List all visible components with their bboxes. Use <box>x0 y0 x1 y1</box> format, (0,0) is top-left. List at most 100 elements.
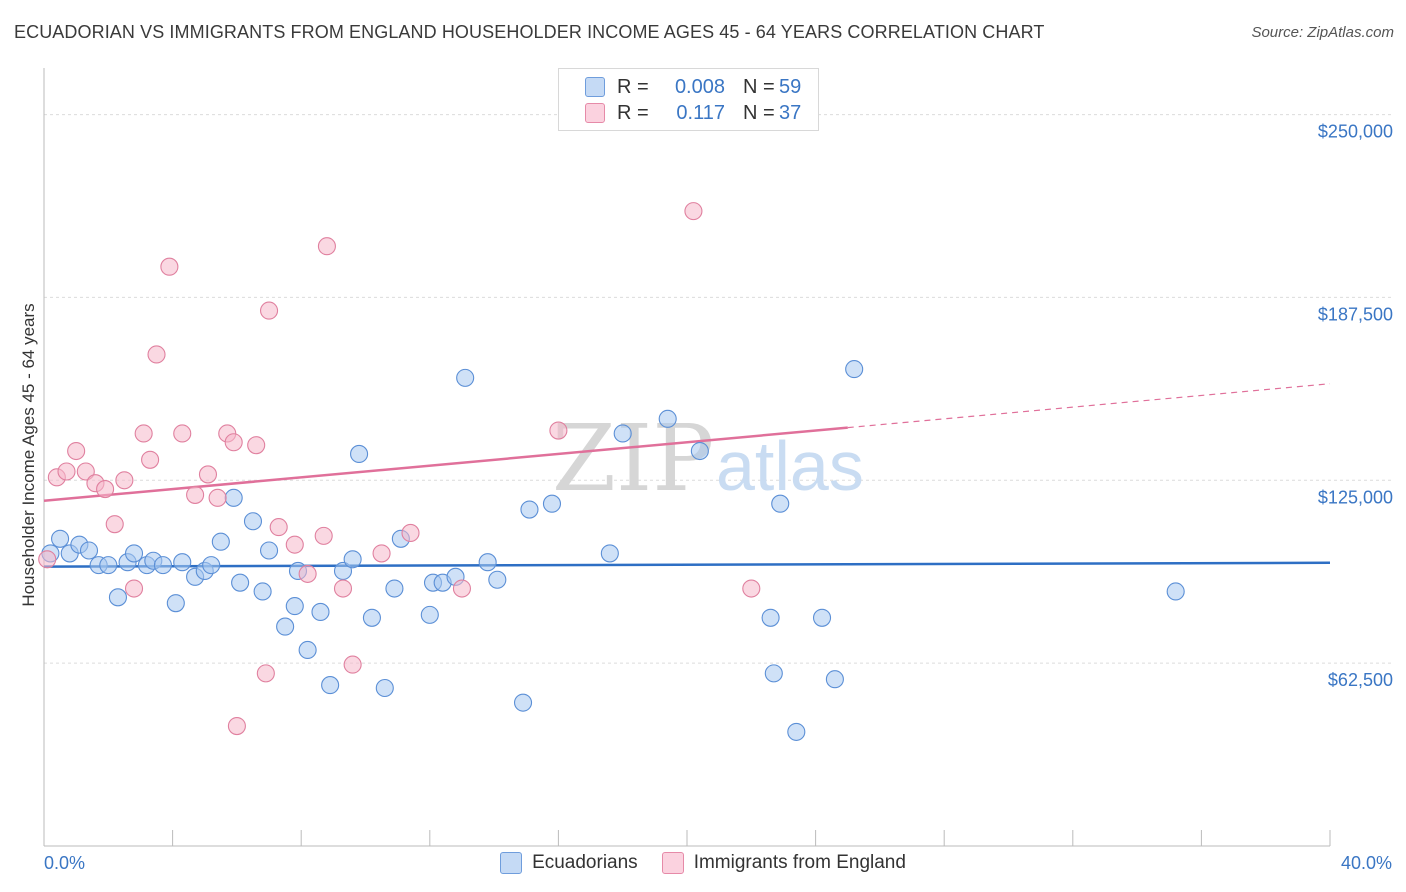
data-point <box>372 544 391 563</box>
legend-n-value: 37 <box>779 101 802 124</box>
data-point <box>401 523 420 542</box>
watermark-atlas: atlas <box>716 427 864 505</box>
data-point <box>321 676 340 695</box>
data-point <box>420 605 439 624</box>
legend-row-ecuadorians: R = 0.008 N = 59 <box>585 75 801 99</box>
data-point <box>350 444 369 464</box>
x-tick-label-max: 40.0% <box>1341 853 1392 873</box>
data-point <box>764 664 783 683</box>
y-tick-labels: $62,500 $125,000 $187,500 $250,000 <box>1318 122 1393 691</box>
data-point <box>761 608 780 627</box>
data-point <box>115 471 134 490</box>
watermark-zip: ZIP <box>552 405 714 512</box>
data-point <box>211 532 230 551</box>
data-point <box>153 556 173 575</box>
data-point <box>160 257 179 276</box>
legend-swatch-blue <box>585 77 605 97</box>
data-point <box>224 488 243 507</box>
data-point <box>166 594 185 613</box>
data-point <box>362 608 381 627</box>
data-point <box>108 588 127 607</box>
data-point <box>542 494 562 513</box>
data-point <box>478 553 497 572</box>
legend-swatch-pink <box>661 852 684 874</box>
data-point <box>134 424 153 443</box>
data-point <box>57 462 76 481</box>
data-point <box>298 640 317 660</box>
data-point <box>269 518 288 537</box>
chart-title: ECUADORIAN VS IMMIGRANTS FROM ENGLAND HO… <box>14 22 1045 42</box>
data-point <box>147 345 166 364</box>
x-tick-label-min: 0.0% <box>44 853 85 873</box>
data-point <box>298 564 317 583</box>
data-point <box>520 500 539 519</box>
data-point <box>96 480 115 499</box>
data-point <box>549 421 568 440</box>
data-point <box>247 436 266 455</box>
data-point <box>845 360 864 379</box>
data-point <box>124 544 144 563</box>
data-point <box>105 515 124 534</box>
legend-n-value: 59 <box>779 75 802 98</box>
data-point <box>38 550 57 569</box>
y-tick-label: $250,000 <box>1318 122 1393 142</box>
data-point <box>259 301 279 320</box>
data-point <box>658 409 677 428</box>
data-point <box>256 664 275 683</box>
data-point <box>99 556 118 575</box>
data-point <box>452 579 472 598</box>
legend-item-england: Immigrants from England <box>661 852 906 874</box>
data-point <box>253 582 272 601</box>
legend-r-value: 0.008 <box>674 75 725 98</box>
data-point <box>317 237 336 256</box>
data-point <box>79 541 99 560</box>
source-label: Source: ZipAtlas.com <box>1251 24 1394 41</box>
data-point <box>208 488 227 507</box>
data-point <box>198 465 218 484</box>
data-point <box>375 678 394 698</box>
trend-lines <box>43 383 1331 568</box>
data-point <box>311 602 330 621</box>
y-tick-label: $187,500 <box>1318 304 1393 324</box>
stats-legend: R = 0.008 N = 59 R = 0.117 N = 37 <box>558 68 819 131</box>
data-point <box>343 655 362 674</box>
data-point <box>513 693 533 712</box>
data-point <box>333 579 353 598</box>
legend-label-ecuadorians: Ecuadorians <box>532 852 638 873</box>
data-point <box>124 579 144 598</box>
data-point <box>51 529 70 548</box>
legend-n-label: N = <box>743 101 775 124</box>
data-point <box>224 433 243 452</box>
legend-row-england: R = 0.117 N = 37 <box>585 101 801 125</box>
data-point <box>276 617 295 636</box>
data-point <box>76 462 95 481</box>
y-tick-label: $125,000 <box>1318 487 1393 507</box>
data-point <box>243 512 263 531</box>
legend-r-label: R = <box>617 75 649 98</box>
series-legend: Ecuadorians Immigrants from England <box>0 852 1406 874</box>
trend-line <box>847 383 1331 429</box>
data-point <box>259 541 279 560</box>
data-point <box>825 670 844 689</box>
data-point <box>771 494 790 513</box>
legend-n-label: N = <box>743 75 775 98</box>
legend-swatch-pink <box>585 103 605 123</box>
data-point <box>314 526 333 545</box>
x-ticks <box>172 830 1331 846</box>
data-point <box>1166 582 1185 601</box>
data-point <box>285 535 304 554</box>
data-points <box>38 202 1185 741</box>
data-point <box>67 441 86 461</box>
data-point <box>684 202 703 221</box>
data-point <box>690 441 709 461</box>
data-point <box>488 570 507 589</box>
data-point <box>456 368 475 387</box>
data-point <box>186 485 205 504</box>
legend-item-ecuadorians: Ecuadorians <box>500 852 638 874</box>
data-point <box>742 579 761 598</box>
data-point <box>600 544 619 563</box>
data-point <box>227 716 246 736</box>
data-point <box>141 450 160 469</box>
trend-line <box>43 561 1331 568</box>
